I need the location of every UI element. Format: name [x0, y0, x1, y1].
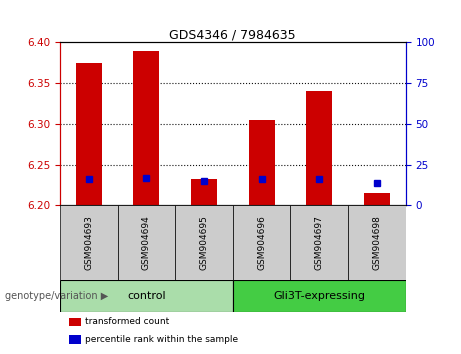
- Title: GDS4346 / 7984635: GDS4346 / 7984635: [170, 28, 296, 41]
- Bar: [60, 280, 233, 312]
- Text: GSM904698: GSM904698: [372, 215, 381, 270]
- Bar: [118, 205, 175, 280]
- Bar: [60, 205, 118, 280]
- Text: GSM904695: GSM904695: [200, 215, 208, 270]
- Bar: [306, 91, 332, 205]
- Bar: [364, 193, 390, 205]
- Bar: [233, 205, 290, 280]
- Text: GSM904693: GSM904693: [84, 215, 93, 270]
- Bar: [233, 280, 406, 312]
- Text: GSM904694: GSM904694: [142, 215, 151, 270]
- Text: transformed count: transformed count: [85, 317, 170, 326]
- Text: genotype/variation ▶: genotype/variation ▶: [5, 291, 108, 301]
- Text: control: control: [127, 291, 165, 301]
- Text: GSM904696: GSM904696: [257, 215, 266, 270]
- Text: Gli3T-expressing: Gli3T-expressing: [273, 291, 365, 301]
- Bar: [175, 205, 233, 280]
- Text: percentile rank within the sample: percentile rank within the sample: [85, 335, 238, 344]
- Bar: [76, 63, 102, 205]
- Bar: [248, 120, 275, 205]
- Bar: [191, 179, 217, 205]
- Text: GSM904697: GSM904697: [315, 215, 324, 270]
- Bar: [348, 205, 406, 280]
- Bar: [290, 205, 348, 280]
- Bar: [133, 51, 160, 205]
